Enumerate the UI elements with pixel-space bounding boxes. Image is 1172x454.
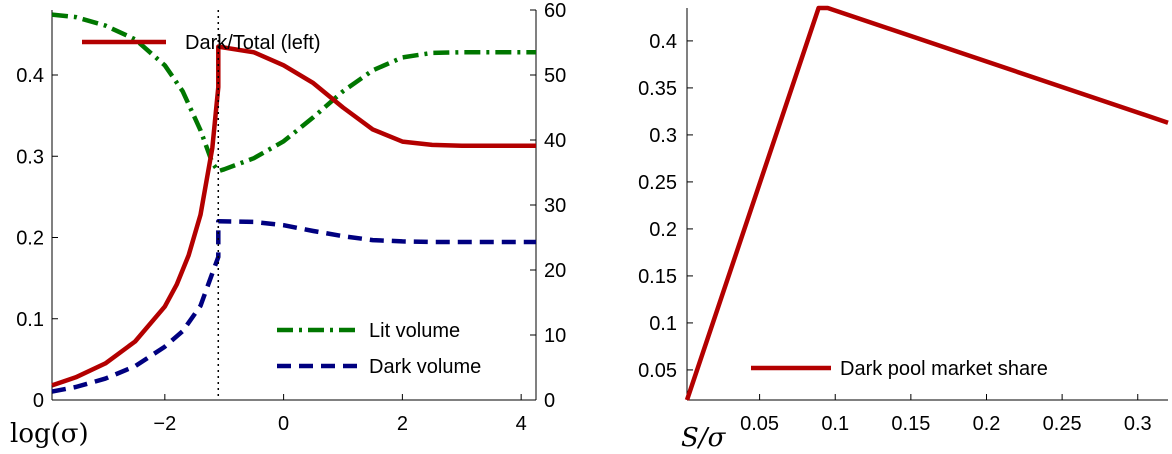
right-chart-y-tick-label: 0.15 [638, 266, 677, 288]
left-x-axis-label: log(σ) [10, 419, 89, 449]
left-y-tick-label: 0.2 [16, 228, 44, 250]
legend-lit-volume-label: Lit volume [369, 320, 460, 342]
legend-dark-pool-share: Dark pool market share [751, 358, 1048, 380]
right-chart-x-tick-label: 0.05 [740, 413, 779, 435]
left-y-tick-label: 0 [33, 390, 44, 412]
right-chart-x-tick-label: 0.2 [973, 413, 1001, 435]
right-chart-y-tick-label: 0.35 [638, 78, 677, 100]
left-x-tick-label: 2 [397, 413, 408, 435]
right-chart-y-tick-label: 0.1 [649, 313, 677, 335]
right-y-tick-label: 30 [544, 195, 566, 217]
right-y-tick-label: 20 [544, 260, 566, 282]
right-chart-y-tick-label: 0.2 [649, 219, 677, 241]
legend-lit-volume: Lit volume [277, 320, 460, 342]
legend-dark-pool-share-label: Dark pool market share [840, 358, 1048, 380]
series-line-dark-pool-market-share [684, 5, 1169, 401]
right-chart-x-tick-label: 0.3 [1124, 413, 1152, 435]
legend-dark-total-label: Dark/Total (left) [185, 32, 321, 54]
left-x-tick-label: −2 [153, 413, 176, 435]
legend-dark-volume-label: Dark volume [369, 356, 481, 378]
right-chart-y-tick-label: 0.05 [638, 360, 677, 382]
series-line-dark-total-left [51, 44, 536, 388]
right-y-tick-label: 50 [544, 65, 566, 87]
legend-dark-volume: Dark volume [277, 356, 481, 378]
right-chart-x-tick-label: 0.25 [1043, 413, 1082, 435]
right-y-tick-label: 60 [544, 0, 566, 22]
left-y-tick-label: 0.3 [16, 146, 44, 168]
right-chart-y-tick-label: 0.25 [638, 172, 677, 194]
right-y-tick-label: 40 [544, 130, 566, 152]
right-chart-y-tick-label: 0.4 [649, 31, 677, 53]
right-y-tick-label: 10 [544, 325, 566, 347]
right-chart: 0.05 0.1 0.15 0.2 0.25 0.3 0.05 0.1 0.15 0.2 0.25 0… [638, 5, 1169, 453]
right-chart-y-tick-label: 0.3 [649, 125, 677, 147]
left-x-tick-label: 0 [278, 413, 289, 435]
right-y-tick-label: 0 [544, 390, 555, 412]
left-y-tick-label: 0.1 [16, 309, 44, 331]
right-x-axis-label: S/σ [681, 423, 727, 453]
left-x-tick-label: 4 [516, 413, 527, 435]
series-line-dark-volume [51, 219, 536, 394]
right-chart-x-tick-label: 0.15 [891, 413, 930, 435]
legend-dark-total: Dark/Total (left) [82, 32, 321, 54]
right-chart-x-tick-label: 0.1 [821, 413, 849, 435]
left-y-tick-label: 0.4 [16, 65, 44, 87]
